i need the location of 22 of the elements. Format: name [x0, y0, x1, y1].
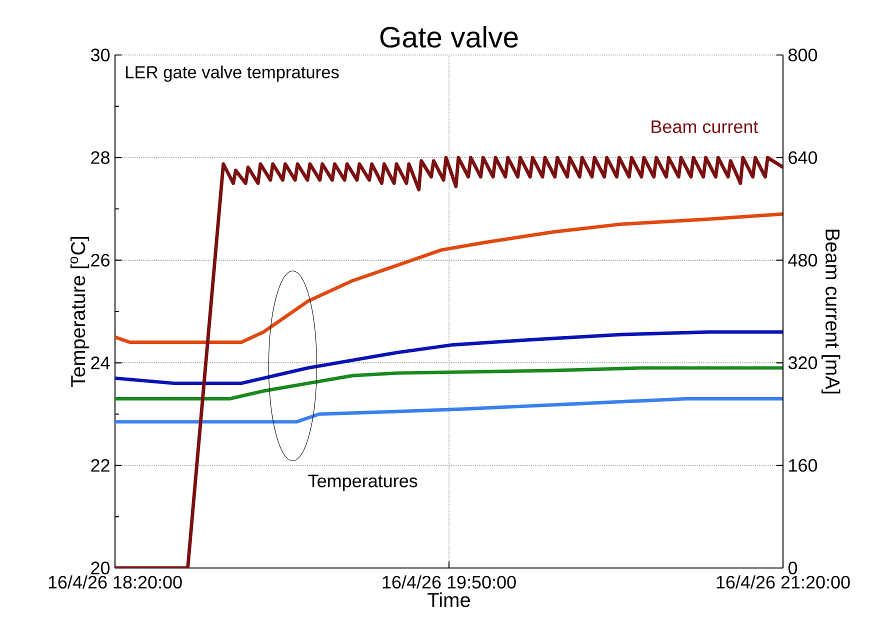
y2-tick-label: 320 — [788, 356, 818, 370]
chart-title: Gate valve — [380, 26, 518, 48]
series-label: Beam current — [652, 120, 758, 134]
x-tick-label: 16/4/26 18:20:00 — [48, 575, 182, 589]
y-tick-label: 30 — [90, 48, 110, 62]
y2-tick-label: 480 — [788, 254, 818, 267]
y-tick-label: 22 — [91, 459, 110, 472]
y-axis-title: Temperature [$^{o}$C] — [70, 237, 90, 387]
y2-tick-label: 640 — [788, 151, 818, 164]
y-tick-label: 26 — [91, 254, 110, 267]
x-tick-label: 16/4/26 19:50:00 — [382, 575, 516, 589]
x-tick-label: 16/4/26 21:20:00 — [716, 575, 850, 589]
y-tick-label: 24 — [91, 356, 110, 370]
annotation: Temperatures — [308, 474, 418, 491]
y2-tick-label: 160 — [789, 459, 818, 472]
annotation: LER gate valve tempratures — [126, 66, 339, 82]
y2-axis-title: Beam current [mA] — [822, 230, 840, 394]
y2-tick-label: 0 — [788, 562, 798, 574]
y2-tick-label: 800 — [788, 48, 818, 62]
y-tick-label: 20 — [91, 562, 110, 574]
y-tick-label: 28 — [91, 151, 110, 164]
x-axis-title: Time — [428, 592, 470, 608]
